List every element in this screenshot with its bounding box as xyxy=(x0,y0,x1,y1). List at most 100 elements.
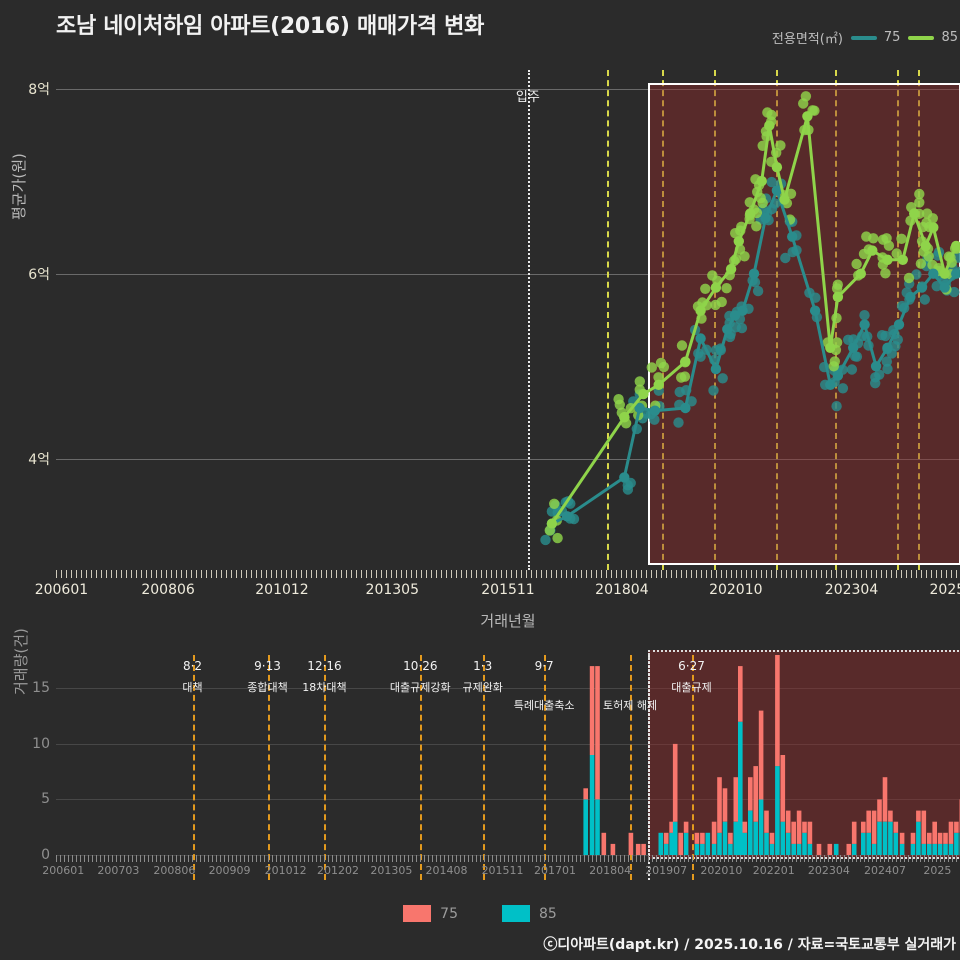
price-x-tick: 202010 xyxy=(709,582,763,598)
volume-bar-75 xyxy=(610,843,616,855)
price-line-marker xyxy=(867,245,878,256)
price-line-marker xyxy=(897,254,908,265)
price-scatter-point xyxy=(751,221,762,232)
policy-line xyxy=(918,70,921,570)
volume-y-axis-label: 거래량(건) xyxy=(12,628,30,695)
volume-bar-75 xyxy=(700,832,705,844)
volume-y-tick: 15 xyxy=(32,680,50,697)
legend-vol-item-75[interactable]: 75 xyxy=(403,905,458,922)
volume-bar-85 xyxy=(954,832,959,855)
volume-x-tick: 200703 xyxy=(97,864,140,877)
legend-vol-item-85[interactable]: 85 xyxy=(502,905,557,922)
price-line-marker xyxy=(939,268,950,279)
policy-line-토허제 해제 xyxy=(630,655,633,880)
price-scatter-point xyxy=(914,188,925,200)
price-scatter-point xyxy=(881,356,892,367)
volume-bar-75 xyxy=(728,832,733,844)
volume-bar-75 xyxy=(871,810,877,844)
volume-bar-75 xyxy=(641,843,646,855)
price-line-marker xyxy=(832,291,844,303)
volume-x-tick: 201701 xyxy=(534,864,576,877)
highlight-start-line xyxy=(648,655,651,880)
volume-bar-85 xyxy=(722,821,728,855)
price-line-marker xyxy=(546,518,558,529)
price-scatter-point xyxy=(914,197,925,208)
policy-date: 1·3 xyxy=(473,659,493,673)
volume-bar-85 xyxy=(785,832,791,855)
volume-bar-85 xyxy=(663,843,669,855)
price-scatter-point xyxy=(549,498,560,509)
price-line-marker xyxy=(905,291,916,303)
price-line-marker xyxy=(649,405,661,416)
volume-bar-75 xyxy=(851,821,857,844)
price-scatter-point xyxy=(809,105,820,116)
price-y-tick: 6억 xyxy=(28,266,50,283)
volume-bar-85 xyxy=(658,832,664,855)
volume-bar-75 xyxy=(791,821,796,844)
volume-x-tick: 201804 xyxy=(589,864,632,877)
price-line-marker xyxy=(729,310,741,321)
policy-label: 토허제 해제 xyxy=(602,699,658,712)
price-line-marker xyxy=(756,175,767,187)
policy-label: 대책 xyxy=(182,681,203,694)
price-scatter-point xyxy=(717,373,728,384)
price-line-marker xyxy=(870,361,882,372)
policy-line-9·7 xyxy=(544,655,547,880)
volume-bar-85 xyxy=(742,832,748,855)
volume-x-tick: 202407 xyxy=(863,864,906,877)
price-scatter-point xyxy=(831,401,842,412)
volume-bar-75 xyxy=(780,755,786,822)
volume-bar-75 xyxy=(910,832,916,844)
volume-bar-75 xyxy=(802,821,807,833)
volume-bar-85 xyxy=(948,843,954,855)
policy-date: 10·26 xyxy=(403,659,438,673)
price-line-marker xyxy=(710,282,722,293)
volume-chart: 거래량(건) 0 5 10 15 8·2 대책 9·13 종합대책 12·16 18차대책 10·… xyxy=(12,628,960,880)
price-line-marker xyxy=(855,268,866,279)
price-line-marker xyxy=(920,240,931,252)
legend-item-85[interactable]: 85 xyxy=(908,30,958,45)
legend-label-85: 85 xyxy=(941,30,958,45)
price-scatter-point xyxy=(766,176,777,188)
price-line-marker xyxy=(909,208,920,219)
policy-date: 12·16 xyxy=(307,659,342,673)
price-scatter-point xyxy=(880,330,891,342)
price-scatter-point xyxy=(831,283,843,294)
price-line-marker xyxy=(653,379,664,390)
volume-bar-75 xyxy=(722,788,728,822)
price-scatter-point xyxy=(552,532,563,544)
policy-date: 9·13 xyxy=(254,659,281,673)
legend-item-75[interactable]: 75 xyxy=(850,30,900,45)
price-line-marker xyxy=(859,319,870,330)
volume-bar-75 xyxy=(943,832,948,844)
price-scatter-point xyxy=(874,369,885,380)
price-y-tick: 8억 xyxy=(28,81,50,98)
price-scatter-point xyxy=(849,351,861,362)
volume-bar-75 xyxy=(948,821,954,844)
volume-bar-85 xyxy=(728,843,733,855)
policy-label: 18차대책 xyxy=(302,681,347,694)
price-line-marker xyxy=(893,319,905,330)
volume-bar-85 xyxy=(775,766,780,855)
volume-x-tick: 200806 xyxy=(153,864,196,877)
price-scatter-point xyxy=(859,310,870,321)
policy-line xyxy=(775,70,778,570)
volume-bar-75 xyxy=(583,788,588,800)
legend-price: 전용면적(㎡) 75 85 xyxy=(772,28,958,47)
page-title: 조남 네이처하임 아파트(2016) 매매가격 변화 xyxy=(56,14,485,39)
price-line-marker xyxy=(561,511,573,522)
volume-gridline xyxy=(56,688,960,690)
price-line-marker xyxy=(733,236,744,247)
policy-date: 9·7 xyxy=(534,659,554,673)
price-scatter-point xyxy=(710,299,721,311)
volume-bar-85 xyxy=(899,843,905,855)
volume-bar-85 xyxy=(851,843,857,855)
price-x-tick: 200601 xyxy=(34,582,89,598)
price-scatter-point xyxy=(679,371,691,382)
volume-bar-75 xyxy=(866,810,871,833)
volume-bar-75 xyxy=(816,843,822,855)
volume-bar-75 xyxy=(927,832,932,844)
volume-bar-75 xyxy=(899,832,905,844)
volume-bar-85 xyxy=(893,832,899,855)
legend-volume: 75 85 xyxy=(0,905,960,922)
